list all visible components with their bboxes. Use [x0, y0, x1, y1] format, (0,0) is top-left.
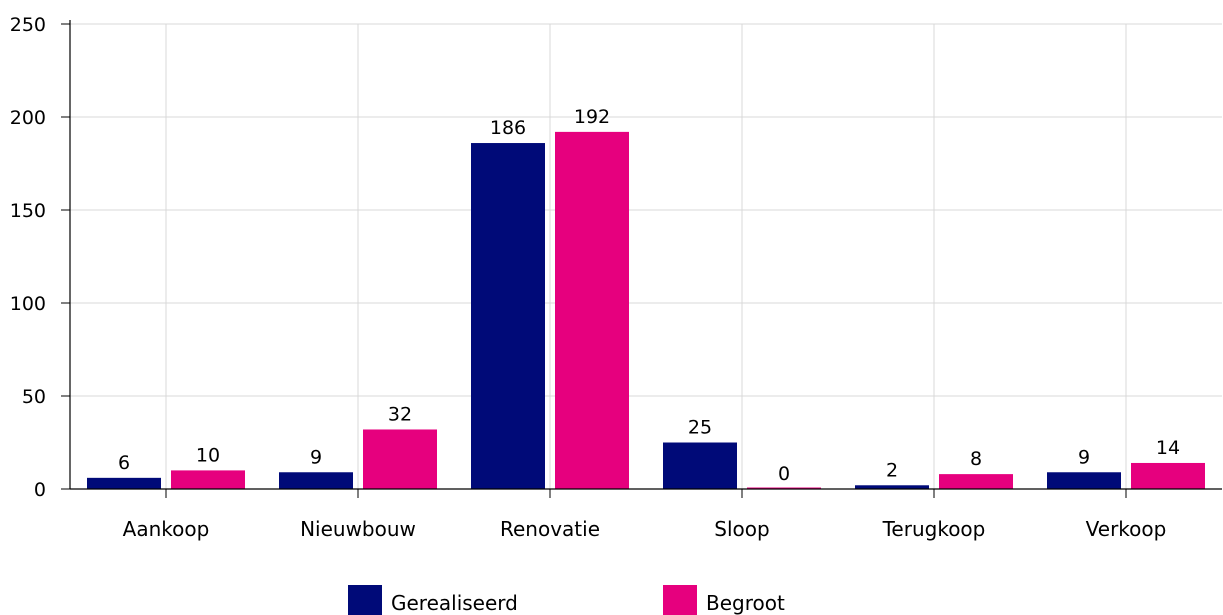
bar — [279, 472, 353, 489]
bar — [663, 442, 737, 489]
x-tick-label: Terugkoop — [882, 517, 986, 541]
x-tick-label: Aankoop — [123, 517, 210, 541]
data-label: 6 — [118, 452, 130, 474]
data-label: 32 — [388, 403, 412, 425]
bar — [171, 470, 245, 489]
y-tick-label: 100 — [10, 293, 46, 315]
y-tick-label: 200 — [10, 107, 46, 129]
bar — [1131, 462, 1205, 489]
gridlines — [70, 23, 1222, 489]
bar — [747, 487, 821, 489]
data-label: 10 — [196, 444, 220, 466]
bar — [939, 474, 1013, 489]
bar — [87, 477, 161, 489]
data-label: 192 — [574, 106, 610, 128]
y-tick-label: 50 — [22, 386, 46, 408]
bar — [1047, 472, 1121, 489]
legend-label: Begroot — [706, 591, 785, 615]
legend-label: Gerealiseerd — [391, 591, 518, 615]
data-label: 9 — [310, 446, 322, 468]
data-label: 14 — [1156, 437, 1180, 459]
y-tick-label: 0 — [34, 479, 46, 501]
data-labels: 6 9 186 25 2 9 10 32 192 0 8 14 — [118, 106, 1180, 485]
data-label: 2 — [886, 459, 898, 481]
bar — [471, 143, 545, 490]
y-tick-label: 150 — [10, 200, 46, 222]
bar — [555, 131, 629, 489]
data-label: 25 — [688, 417, 712, 439]
data-label: 9 — [1078, 446, 1090, 468]
x-tick-label: Renovatie — [500, 517, 600, 541]
x-tick-label: Sloop — [714, 517, 769, 541]
x-tick-label: Verkoop — [1086, 517, 1167, 541]
legend-swatch — [348, 585, 382, 615]
data-label: 8 — [970, 448, 982, 470]
bar — [363, 429, 437, 489]
y-tick-label: 250 — [10, 14, 46, 36]
legend: Gerealiseerd Begroot — [348, 585, 785, 615]
bars — [87, 131, 1205, 490]
x-tick-label: Nieuwbouw — [300, 517, 416, 541]
data-label: 0 — [778, 463, 790, 485]
bar — [855, 485, 929, 489]
data-label: 186 — [490, 117, 526, 139]
legend-swatch — [663, 585, 697, 615]
